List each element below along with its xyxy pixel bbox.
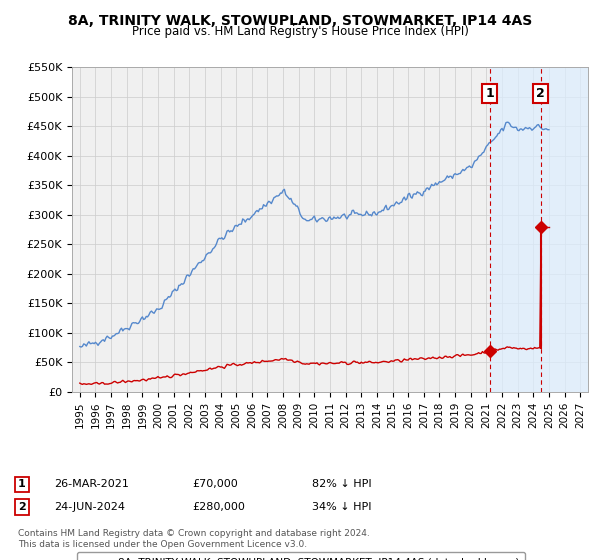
Text: £280,000: £280,000: [192, 502, 245, 512]
Legend: 8A, TRINITY WALK, STOWUPLAND, STOWMARKET, IP14 4AS (detached house), HPI: Averag: 8A, TRINITY WALK, STOWUPLAND, STOWMARKET…: [77, 552, 526, 560]
Text: Contains HM Land Registry data © Crown copyright and database right 2024.
This d: Contains HM Land Registry data © Crown c…: [18, 529, 370, 549]
Text: 2: 2: [536, 87, 545, 100]
Text: 82% ↓ HPI: 82% ↓ HPI: [312, 479, 371, 489]
Text: Price paid vs. HM Land Registry's House Price Index (HPI): Price paid vs. HM Land Registry's House …: [131, 25, 469, 38]
Text: £70,000: £70,000: [192, 479, 238, 489]
Text: 2: 2: [18, 502, 26, 512]
Text: 24-JUN-2024: 24-JUN-2024: [54, 502, 125, 512]
Bar: [490, 67, 588, 392]
Text: 8A, TRINITY WALK, STOWUPLAND, STOWMARKET, IP14 4AS: 8A, TRINITY WALK, STOWUPLAND, STOWMARKET…: [68, 14, 532, 28]
Text: 1: 1: [485, 87, 494, 100]
Text: 26-MAR-2021: 26-MAR-2021: [54, 479, 129, 489]
Text: 1: 1: [18, 479, 26, 489]
Text: 34% ↓ HPI: 34% ↓ HPI: [312, 502, 371, 512]
